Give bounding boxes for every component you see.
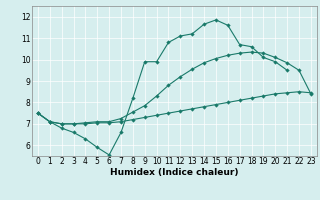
X-axis label: Humidex (Indice chaleur): Humidex (Indice chaleur) [110, 168, 239, 177]
